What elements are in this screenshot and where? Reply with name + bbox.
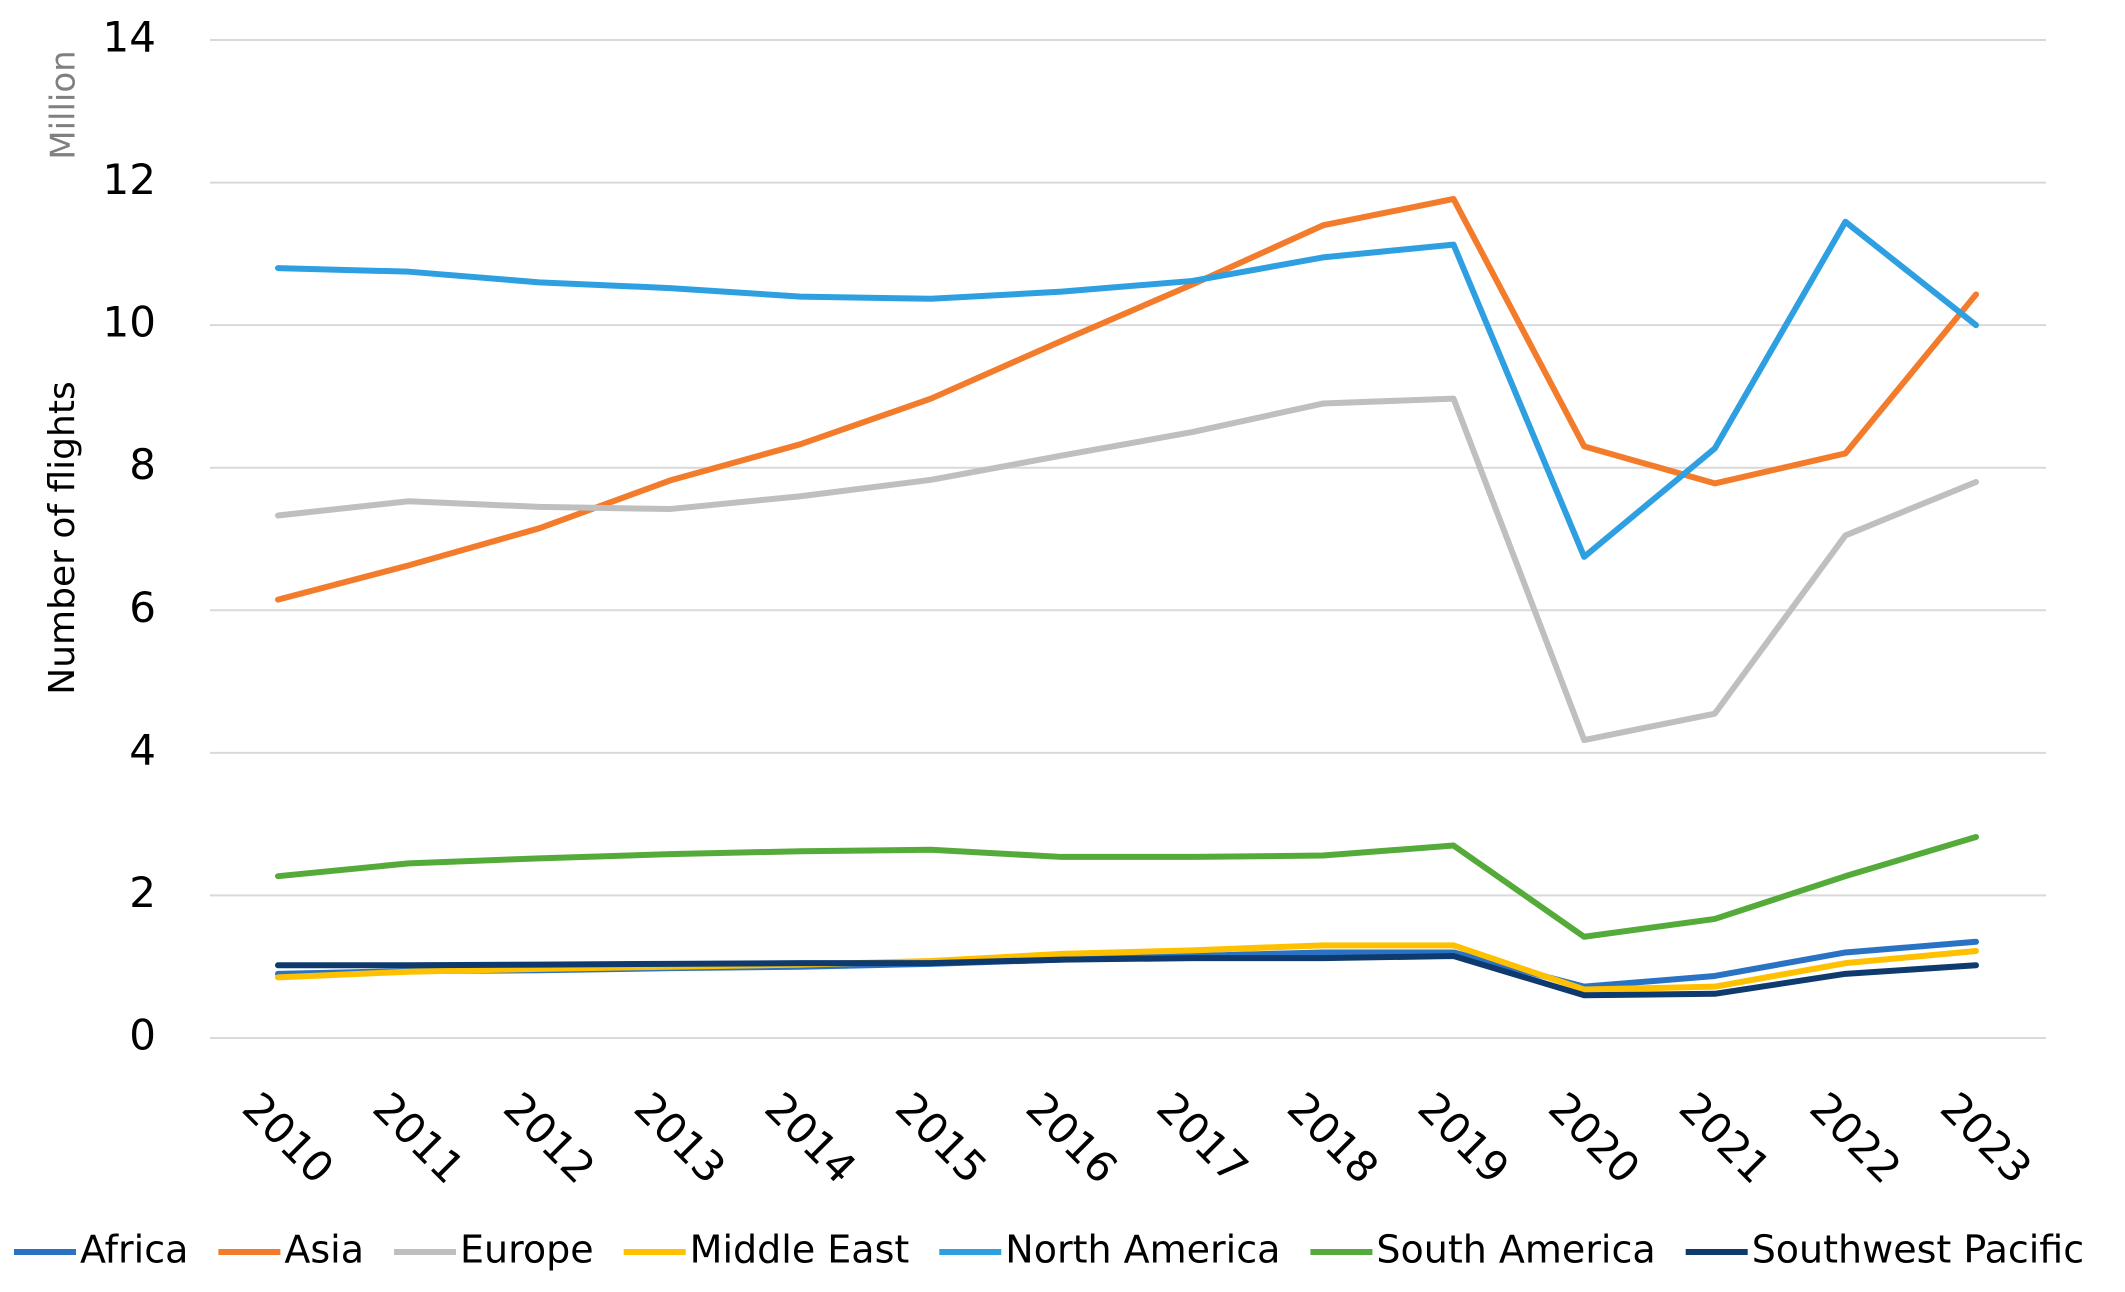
legend-label: Middle East bbox=[690, 1228, 910, 1272]
series-line bbox=[275, 942, 1979, 993]
x-tick-label: 2023 bbox=[1931, 1083, 2041, 1193]
y-tick-label: 2 bbox=[129, 868, 156, 917]
x-tick-label: 2020 bbox=[1539, 1083, 1649, 1193]
y-tick-label: 6 bbox=[129, 583, 156, 632]
x-tick-label: 2022 bbox=[1800, 1083, 1910, 1193]
x-tick-label: 2014 bbox=[755, 1083, 865, 1193]
x-tick-label: 2013 bbox=[625, 1083, 735, 1193]
y-tick-label: 14 bbox=[103, 13, 156, 62]
x-tick-label: 2019 bbox=[1409, 1083, 1519, 1193]
y-tick-label: 12 bbox=[103, 155, 156, 204]
y-tick-label: 4 bbox=[129, 725, 156, 774]
x-tick-label: 2012 bbox=[494, 1083, 604, 1193]
legend-label: Asia bbox=[284, 1228, 364, 1272]
x-tick-label: 2016 bbox=[1017, 1083, 1127, 1193]
x-tick-label: 2010 bbox=[233, 1083, 343, 1193]
x-tick-label: 2017 bbox=[1147, 1083, 1257, 1193]
y-axis-title: Number of flights bbox=[42, 381, 83, 694]
y-unit: Million bbox=[44, 50, 84, 159]
series-line bbox=[275, 833, 1979, 940]
legend-label: Southwest Pacific bbox=[1752, 1228, 2084, 1272]
y-tick-label: 0 bbox=[129, 1011, 156, 1060]
series-line bbox=[275, 953, 1979, 999]
legend-label: Europe bbox=[460, 1228, 594, 1272]
legend-label: North America bbox=[1005, 1228, 1280, 1272]
x-tick-label: 2021 bbox=[1670, 1083, 1780, 1193]
legend-label: South America bbox=[1376, 1228, 1655, 1272]
x-tick-label: 2011 bbox=[364, 1083, 474, 1193]
series-line bbox=[275, 395, 1979, 744]
y-tick-label: 10 bbox=[103, 298, 156, 347]
legend-label: Africa bbox=[80, 1228, 188, 1272]
x-tick-label: 2018 bbox=[1278, 1083, 1388, 1193]
series-line bbox=[275, 195, 1979, 603]
x-tick-label: 2015 bbox=[886, 1083, 996, 1193]
series-line bbox=[275, 218, 1979, 560]
y-tick-label: 8 bbox=[129, 440, 156, 489]
